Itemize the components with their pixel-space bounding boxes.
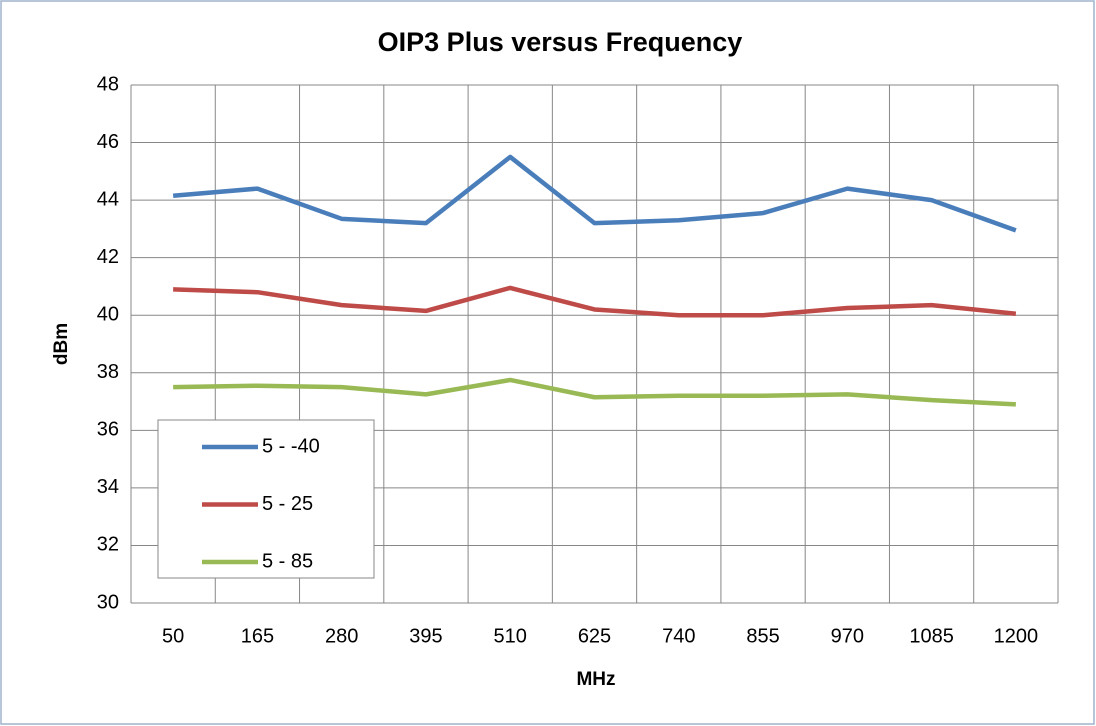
y-tick-label: 48 [97,73,119,95]
y-tick-label: 38 [97,361,119,383]
x-tick-label: 1085 [909,625,954,647]
x-tick-label: 1200 [994,625,1039,647]
y-tick-label: 32 [97,534,119,556]
series-line [173,377,1016,407]
legend-box [157,419,375,579]
x-tick-label: 510 [494,625,527,647]
x-tick-label: 50 [162,625,184,647]
series-line [172,154,1017,233]
x-tick-label: 280 [325,625,358,647]
x-tick-label: 625 [578,625,611,647]
y-tick-label: 40 [97,304,119,326]
x-axis-title: MHz [576,669,615,690]
y-tick-label: 44 [97,188,119,210]
series-line [173,285,1017,318]
x-tick-label: 740 [662,625,695,647]
legend-label: 5 - 25 [262,493,313,515]
x-tick-label: 970 [831,625,864,647]
y-axis-title: dBm [51,323,72,365]
y-tick-label: 46 [97,131,119,153]
legend-label: 5 - -40 [262,435,320,457]
y-tick-label: 36 [97,419,119,441]
x-tick-label: 855 [746,625,779,647]
chart-title: OIP3 Plus versus Frequency [378,27,743,57]
x-tick-label: 165 [241,625,274,647]
y-tick-label: 42 [97,246,119,268]
x-tick-label: 395 [409,625,442,647]
legend-label: 5 - 85 [262,550,313,572]
y-tick-label: 30 [97,591,119,613]
y-tick-label: 34 [97,476,119,498]
